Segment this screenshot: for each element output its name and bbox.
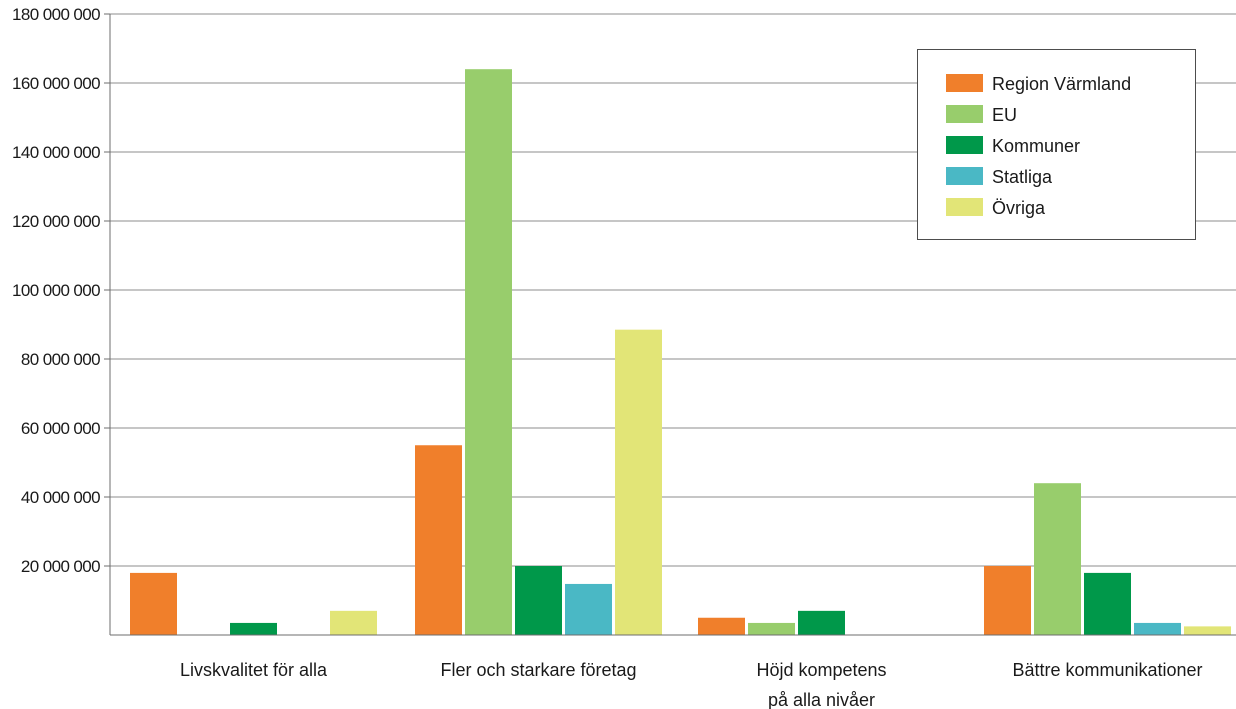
bar xyxy=(130,572,177,635)
y-tick-label: 20 000 000 xyxy=(21,557,100,576)
x-tick-label: Fler och starkare företag xyxy=(440,660,636,680)
y-tick-label: 120 000 000 xyxy=(12,212,100,231)
legend-swatch xyxy=(946,105,983,123)
bars xyxy=(130,69,1231,635)
legend-label: EU xyxy=(992,105,1017,125)
legend-swatch xyxy=(946,198,983,216)
y-axis: 20 000 000 40 000 000 60 000 000 80 000 000… xyxy=(12,5,111,635)
legend-label: Kommuner xyxy=(992,136,1080,156)
gridlines xyxy=(110,13,1236,567)
y-tick-label: 40 000 000 xyxy=(21,488,100,507)
bar xyxy=(1134,622,1181,635)
bar xyxy=(984,566,1031,635)
bar xyxy=(230,622,277,635)
y-tick-label: 180 000 000 xyxy=(12,5,100,24)
x-tick-label: Livskvalitet för alla xyxy=(180,660,328,680)
bar xyxy=(798,610,845,635)
legend-swatch xyxy=(946,74,983,92)
bar xyxy=(1084,572,1131,635)
bar xyxy=(330,610,377,635)
bar xyxy=(465,69,512,635)
y-tick-label: 160 000 000 xyxy=(12,74,100,93)
y-tick-label: 100 000 000 xyxy=(12,281,100,300)
x-tick-label: Höjd kompetens xyxy=(756,660,886,680)
legend-label: Statliga xyxy=(992,167,1053,187)
x-tick-label: på alla nivåer xyxy=(768,690,875,709)
bar xyxy=(1034,483,1081,635)
bar xyxy=(615,329,662,635)
legend: Region Värmland EU Kommuner Statliga Övriga xyxy=(917,49,1196,240)
bar xyxy=(748,622,795,635)
bar xyxy=(698,617,745,635)
y-tick-label: 60 000 000 xyxy=(21,419,100,438)
bar xyxy=(515,566,562,635)
bar xyxy=(415,445,462,635)
legend-label: Övriga xyxy=(992,198,1046,218)
y-tick-label: 80 000 000 xyxy=(21,350,100,369)
bar xyxy=(565,583,612,635)
legend-swatch xyxy=(946,136,983,154)
legend-swatch xyxy=(946,167,983,185)
x-tick-label: Bättre kommunikationer xyxy=(1012,660,1202,680)
y-tick-label: 140 000 000 xyxy=(12,143,100,162)
legend-label: Region Värmland xyxy=(992,74,1131,94)
x-axis: Livskvalitet för alla Fler och starkare f… xyxy=(110,634,1236,709)
bar xyxy=(1184,626,1231,635)
